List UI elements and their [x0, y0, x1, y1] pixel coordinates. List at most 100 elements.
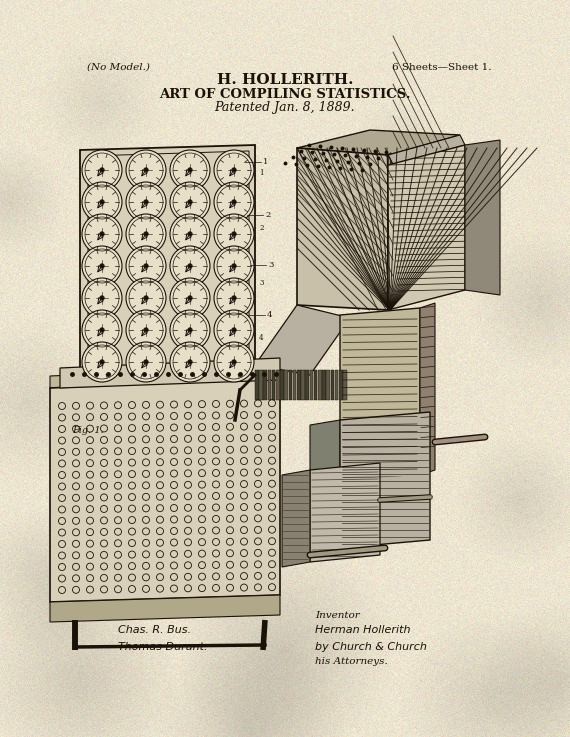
Circle shape — [231, 231, 237, 237]
Circle shape — [100, 360, 104, 364]
Polygon shape — [50, 366, 280, 388]
Bar — [335, 370, 339, 400]
Circle shape — [170, 278, 210, 318]
Circle shape — [82, 310, 122, 350]
Bar — [255, 370, 259, 400]
Circle shape — [126, 342, 166, 382]
Text: 3: 3 — [259, 279, 263, 287]
Text: 1: 1 — [263, 158, 268, 166]
Text: 1: 1 — [259, 169, 263, 177]
Circle shape — [231, 264, 237, 268]
Polygon shape — [297, 130, 460, 155]
Polygon shape — [465, 140, 500, 295]
Text: Chas. R. Bus.: Chas. R. Bus. — [118, 625, 191, 635]
Circle shape — [144, 167, 148, 172]
Polygon shape — [80, 145, 255, 375]
Circle shape — [126, 182, 166, 222]
Circle shape — [188, 231, 193, 237]
Polygon shape — [388, 135, 465, 165]
Bar — [284, 370, 288, 400]
Bar — [259, 370, 263, 400]
Bar — [267, 370, 271, 400]
Circle shape — [170, 182, 210, 222]
Polygon shape — [50, 378, 280, 602]
Text: Inventor: Inventor — [315, 610, 360, 620]
Polygon shape — [255, 305, 350, 375]
Circle shape — [82, 342, 122, 382]
Bar — [288, 370, 292, 400]
Text: Fig. 1.: Fig. 1. — [72, 425, 104, 435]
Bar — [297, 370, 300, 400]
Bar — [276, 370, 279, 400]
Polygon shape — [60, 358, 280, 388]
Circle shape — [126, 214, 166, 254]
Polygon shape — [388, 145, 465, 310]
Circle shape — [100, 167, 104, 172]
Bar — [327, 370, 330, 400]
Text: 4: 4 — [259, 334, 263, 342]
Circle shape — [188, 296, 193, 301]
Text: 4: 4 — [267, 311, 272, 319]
Text: 3: 3 — [268, 261, 274, 269]
Polygon shape — [297, 148, 388, 310]
Bar — [263, 370, 267, 400]
Circle shape — [126, 278, 166, 318]
Polygon shape — [50, 595, 280, 622]
Circle shape — [231, 200, 237, 204]
Circle shape — [126, 246, 166, 286]
Circle shape — [144, 360, 148, 364]
Circle shape — [100, 231, 104, 237]
Circle shape — [144, 264, 148, 268]
Bar — [293, 370, 296, 400]
Polygon shape — [282, 470, 310, 567]
Circle shape — [126, 310, 166, 350]
Circle shape — [231, 296, 237, 301]
Circle shape — [100, 264, 104, 268]
Text: (No Model.): (No Model.) — [87, 63, 149, 71]
Circle shape — [214, 214, 254, 254]
Circle shape — [188, 328, 193, 332]
Circle shape — [100, 200, 104, 204]
Bar — [301, 370, 305, 400]
Circle shape — [82, 150, 122, 190]
Circle shape — [126, 150, 166, 190]
Circle shape — [188, 200, 193, 204]
Circle shape — [82, 182, 122, 222]
Text: 2: 2 — [259, 224, 263, 232]
Circle shape — [100, 296, 104, 301]
Circle shape — [231, 167, 237, 172]
Text: Herman Hollerith: Herman Hollerith — [315, 625, 410, 635]
Bar — [331, 370, 334, 400]
Text: 2: 2 — [265, 211, 270, 219]
Text: Patented Jan. 8, 1889.: Patented Jan. 8, 1889. — [215, 100, 355, 113]
Polygon shape — [340, 308, 420, 480]
Circle shape — [188, 167, 193, 172]
Text: his Attorneys.: his Attorneys. — [315, 657, 388, 666]
Circle shape — [214, 150, 254, 190]
Bar — [318, 370, 321, 400]
Polygon shape — [310, 463, 380, 562]
Circle shape — [188, 264, 193, 268]
Text: H. HOLLERITH.: H. HOLLERITH. — [217, 73, 353, 87]
Bar — [306, 370, 309, 400]
Circle shape — [82, 278, 122, 318]
Polygon shape — [310, 420, 340, 553]
Circle shape — [82, 246, 122, 286]
Bar — [272, 370, 275, 400]
Circle shape — [231, 360, 237, 364]
Circle shape — [100, 328, 104, 332]
Text: ART OF COMPILING STATISTICS.: ART OF COMPILING STATISTICS. — [159, 88, 411, 100]
Bar — [339, 370, 343, 400]
Circle shape — [214, 278, 254, 318]
Circle shape — [144, 328, 148, 332]
Circle shape — [144, 296, 148, 301]
Circle shape — [214, 246, 254, 286]
Circle shape — [144, 200, 148, 204]
Text: 6 Sheets—Sheet 1.: 6 Sheets—Sheet 1. — [392, 63, 492, 71]
Polygon shape — [420, 303, 435, 475]
Circle shape — [170, 246, 210, 286]
Bar — [314, 370, 317, 400]
Circle shape — [170, 342, 210, 382]
Polygon shape — [388, 153, 391, 312]
Polygon shape — [340, 412, 430, 548]
